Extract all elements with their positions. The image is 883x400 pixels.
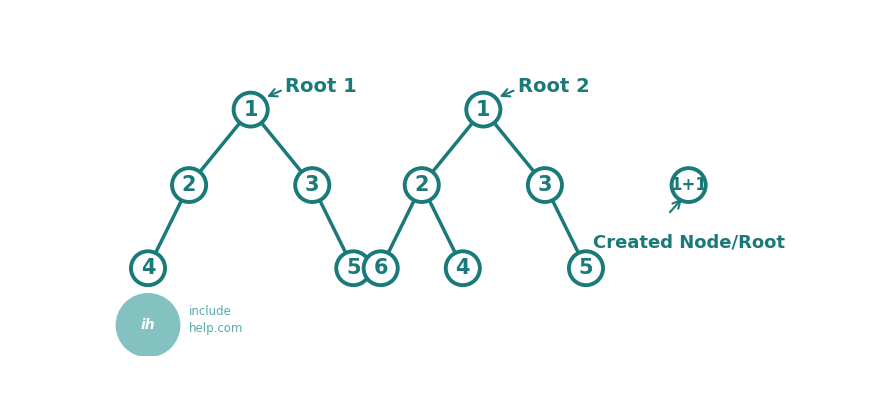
Ellipse shape: [446, 251, 479, 285]
Text: 5: 5: [578, 258, 593, 278]
Text: 2: 2: [182, 175, 196, 195]
Ellipse shape: [131, 251, 165, 285]
Text: ih: ih: [140, 318, 155, 332]
Ellipse shape: [528, 168, 562, 202]
Text: 1: 1: [476, 100, 491, 120]
Text: 2: 2: [414, 175, 429, 195]
Text: 3: 3: [305, 175, 320, 195]
Text: 4: 4: [140, 258, 155, 278]
Ellipse shape: [364, 251, 397, 285]
Text: 1+1: 1+1: [670, 176, 707, 194]
Ellipse shape: [466, 93, 501, 126]
Ellipse shape: [404, 168, 439, 202]
Text: include
help.com: include help.com: [189, 305, 244, 335]
Text: 5: 5: [346, 258, 360, 278]
Text: 4: 4: [456, 258, 470, 278]
Ellipse shape: [336, 251, 370, 285]
Ellipse shape: [234, 93, 268, 126]
Ellipse shape: [172, 168, 206, 202]
Text: 3: 3: [538, 175, 552, 195]
Ellipse shape: [116, 293, 180, 357]
Text: Created Node/Root: Created Node/Root: [592, 233, 785, 251]
Text: Root 2: Root 2: [517, 77, 589, 96]
Text: Root 1: Root 1: [285, 77, 357, 96]
Ellipse shape: [295, 168, 329, 202]
Ellipse shape: [672, 168, 706, 202]
Ellipse shape: [569, 251, 603, 285]
Text: 1: 1: [244, 100, 258, 120]
Text: 6: 6: [374, 258, 388, 278]
